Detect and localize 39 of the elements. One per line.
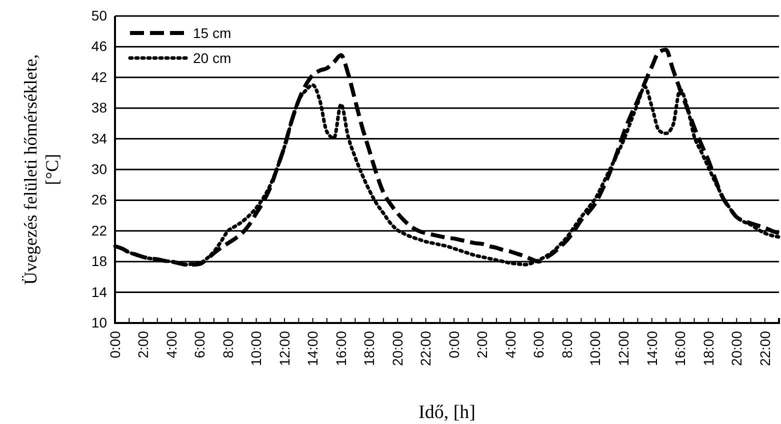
x-tick-label: 14:00 — [644, 330, 660, 366]
y-axis-title: Üvegezés felületi hőmérséklete, [°C] — [20, 54, 62, 285]
y-tick-label: 10 — [91, 314, 108, 330]
legend-label: 20 cm — [193, 50, 232, 66]
x-tick-label: 16:00 — [672, 330, 688, 366]
x-tick-label: 18:00 — [361, 330, 378, 366]
x-tick-label: 22:00 — [756, 330, 773, 366]
x-tick-label: 8:00 — [220, 330, 236, 358]
y-tick-label: 50 — [91, 7, 108, 24]
x-tick-label: 6:00 — [530, 330, 547, 358]
x-axis-title: Idő, [h] — [418, 402, 476, 423]
x-tick-label: 0:00 — [106, 330, 123, 358]
legend-label: 15 cm — [193, 24, 232, 41]
y-tick-label: 26 — [91, 192, 108, 208]
x-tick-label: 10:00 — [587, 330, 604, 366]
y-tick-label: 22 — [91, 222, 108, 238]
y-tick-label: 30 — [91, 160, 108, 177]
x-tick-label: 2:00 — [474, 330, 490, 358]
x-tick-label: 8:00 — [558, 330, 575, 358]
x-tick-label: 4:00 — [163, 330, 180, 358]
x-tick-label: 2:00 — [135, 330, 152, 358]
x-tick-label: 6:00 — [192, 330, 208, 358]
y-tick-label: 38 — [91, 100, 108, 116]
x-tick-label: 12:00 — [276, 330, 292, 366]
y-tick-label: 34 — [91, 130, 108, 146]
x-tick-label: 10:00 — [248, 330, 264, 366]
y-tick-label: 46 — [91, 38, 108, 54]
y-tick-label: 42 — [91, 68, 108, 85]
x-tick-label: 16:00 — [332, 330, 349, 366]
x-tick-label: 14:00 — [304, 330, 321, 366]
x-tick-label: 18:00 — [700, 330, 716, 366]
y-tick-label: 18 — [91, 253, 108, 270]
x-tick-label: 20:00 — [728, 330, 745, 366]
x-tick-label: 20:00 — [389, 330, 406, 366]
x-tick-label: 22:00 — [418, 330, 434, 366]
x-tick-label: 4:00 — [502, 330, 518, 358]
x-tick-label: 0:00 — [446, 330, 462, 358]
y-tick-label: 14 — [91, 284, 108, 300]
x-tick-label: 12:00 — [615, 330, 632, 366]
